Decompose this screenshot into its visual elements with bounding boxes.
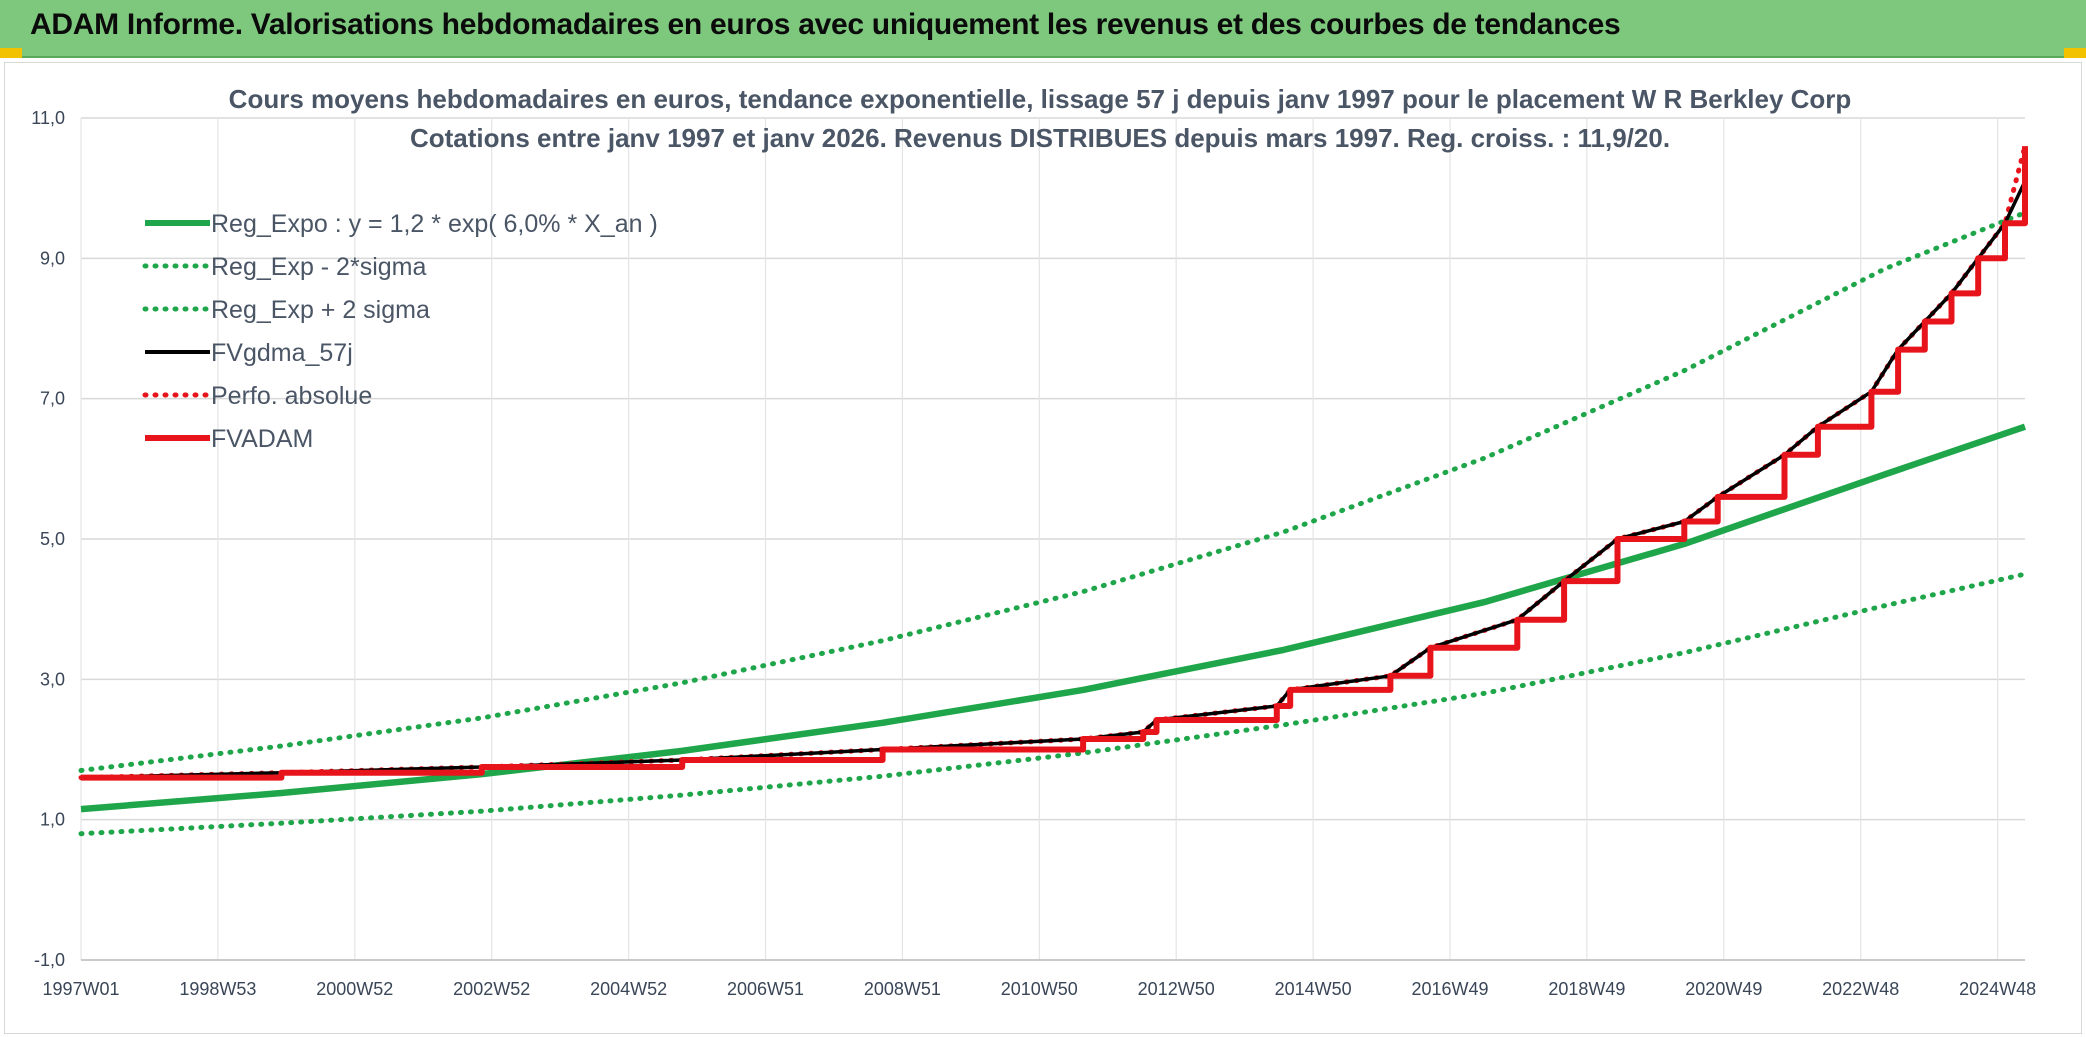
- legend-label-4: Perfo. absolue: [211, 382, 372, 410]
- x-tick-label-9: 2014W50: [1275, 979, 1352, 999]
- legend-label-2: Reg_Exp + 2 sigma: [211, 296, 430, 324]
- legend-label-1: Reg_Exp - 2*sigma: [211, 253, 426, 281]
- series-line-0: [80, 423, 2027, 813]
- x-tick-label-3: 2002W52: [453, 979, 530, 999]
- x-axis-ticks: 1997W01 1998W53 2000W52 2002W52 2004W52 2006W…: [42, 979, 2036, 999]
- y-tick-label-1: 1,0: [40, 810, 65, 830]
- y-tick-label-6: 11,0: [31, 108, 65, 128]
- x-tick-label-2: 2000W52: [316, 979, 393, 999]
- y-tick-label-5: 9,0: [40, 248, 65, 268]
- y-tick-label-2: 3,0: [40, 669, 65, 689]
- series-line-5: [81, 146, 2028, 781]
- y-tick-label-3: 5,0: [40, 529, 65, 549]
- x-tick-label-0: 1997W01: [42, 979, 119, 999]
- x-tick-label-6: 2008W51: [864, 979, 941, 999]
- banner-corner-right: [2064, 48, 2086, 58]
- x-tick-label-8: 2012W50: [1138, 979, 1215, 999]
- report-banner: ADAM Informe. Valorisations hebdomadaire…: [0, 0, 2086, 58]
- legend-label-3: FVgdma_57j: [211, 339, 353, 367]
- legend: Reg_Expo : y = 1,2 * exp( 6,0% * X_an ) R…: [142, 210, 658, 453]
- x-tick-label-11: 2018W49: [1548, 979, 1625, 999]
- x-tick-label-4: 2004W52: [590, 979, 667, 999]
- grid-lines: [80, 117, 2025, 961]
- legend-label-0: Reg_Expo : y = 1,2 * exp( 6,0% * X_an ): [211, 210, 658, 238]
- x-tick-label-7: 2010W50: [1001, 979, 1078, 999]
- series-lines: [78, 143, 2028, 837]
- chart-title: Cours moyens hebdomadaires en euros, ten…: [229, 84, 1852, 114]
- series-line-1: [78, 571, 2028, 837]
- line-chart: Cours moyens hebdomadaires en euros, ten…: [31, 84, 2036, 999]
- y-tick-label-0: -1,0: [34, 950, 65, 970]
- x-tick-label-12: 2020W49: [1685, 979, 1762, 999]
- x-tick-label-1: 1998W53: [179, 979, 256, 999]
- chart-subtitle: Cotations entre janv 1997 et janv 2026. …: [410, 123, 1670, 153]
- series-line-4: [78, 143, 2028, 781]
- banner-corner-left: [0, 48, 22, 58]
- chart-area: Cours moyens hebdomadaires en euros, ten…: [4, 62, 2082, 1034]
- series-line-2: [78, 210, 2028, 773]
- legend-label-5: FVADAM: [211, 425, 313, 453]
- y-tick-label-4: 7,0: [40, 389, 65, 409]
- x-tick-label-5: 2006W51: [727, 979, 804, 999]
- report-title: ADAM Informe. Valorisations hebdomadaire…: [30, 8, 1621, 41]
- y-axis-ticks: -1,0 1,0 3,0 5,0 7,0 9,0 11,0: [31, 108, 65, 970]
- x-tick-label-13: 2022W48: [1822, 979, 1899, 999]
- x-tick-label-14: 2024W48: [1959, 979, 2036, 999]
- x-tick-label-10: 2016W49: [1411, 979, 1488, 999]
